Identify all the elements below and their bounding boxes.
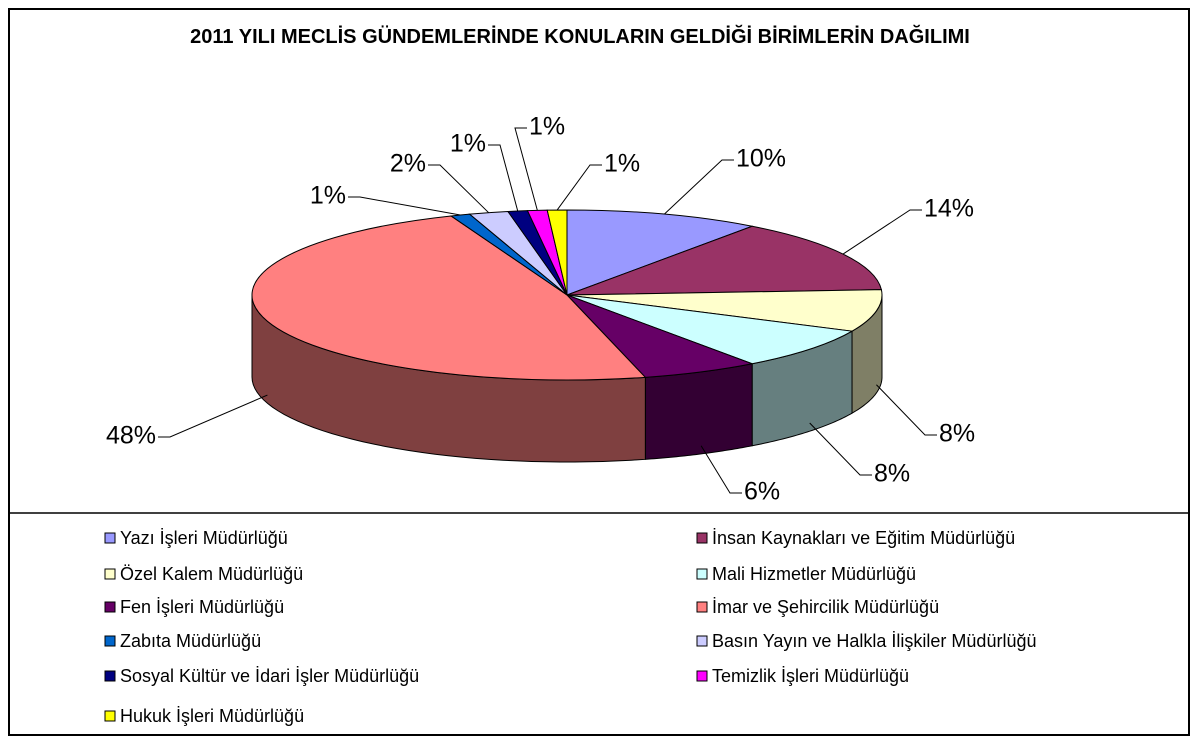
- data-label: 48%: [106, 422, 156, 450]
- slice: [566, 209, 754, 296]
- legend-swatch: [104, 635, 116, 647]
- leader-line: [158, 394, 268, 438]
- data-label: 10%: [736, 145, 786, 173]
- leader-line: [809, 422, 872, 476]
- leader-line: [663, 159, 734, 215]
- leader-line: [488, 144, 519, 212]
- legend-label: Yazı İşleri Müdürlüğü: [120, 528, 288, 548]
- slice: [566, 294, 854, 365]
- legend-swatch: [696, 601, 708, 613]
- data-label: 14%: [924, 195, 974, 223]
- legend-swatch: [104, 532, 116, 544]
- legend-label: Mali Hizmetler Müdürlüğü: [712, 564, 916, 584]
- slice-side: [644, 363, 753, 460]
- data-label: 8%: [874, 460, 910, 488]
- legend-label: İnsan Kaynakları ve Eğitim Müdürlüğü: [712, 528, 1015, 548]
- legend-label: Zabıta Müdürlüğü: [120, 631, 261, 651]
- legend-swatch: [104, 710, 116, 722]
- legend-swatch: [696, 635, 708, 647]
- legend-swatch: [696, 670, 708, 682]
- data-label: 1%: [529, 113, 565, 141]
- slice: [546, 209, 568, 296]
- legend-label: Temizlik İşleri Müdürlüğü: [712, 666, 909, 686]
- data-label: 1%: [450, 130, 486, 158]
- slice: [251, 215, 647, 381]
- data-label: 8%: [939, 420, 975, 448]
- legend-swatch: [104, 601, 116, 613]
- legend-label: Özel Kalem Müdürlüğü: [120, 564, 303, 584]
- legend-label: İmar ve Şehircilik Müdürlüğü: [712, 597, 939, 617]
- leader-line: [842, 209, 922, 255]
- slice: [566, 289, 883, 332]
- leader-line: [876, 384, 937, 436]
- legend-label: Sosyal Kültür ve İdari İşler Müdürlüğü: [120, 666, 419, 686]
- slice: [566, 225, 883, 296]
- leader-line: [514, 127, 538, 211]
- legend-swatch: [696, 568, 708, 580]
- leader-line: [428, 164, 490, 214]
- data-label: 6%: [744, 478, 780, 506]
- legend-swatch: [696, 532, 708, 544]
- legend-label: Hukuk İşleri Müdürlüğü: [120, 706, 304, 726]
- leader-line: [348, 196, 461, 216]
- leader-line: [700, 445, 742, 494]
- slice: [566, 294, 754, 378]
- legend-label: Fen İşleri Müdürlüğü: [120, 597, 284, 617]
- leader-line: [556, 164, 602, 211]
- chart-title: 2011 YILI MECLİS GÜNDEMLERİNDE KONULARIN…: [190, 26, 970, 48]
- legend-swatch: [104, 568, 116, 580]
- legend-label: Basın Yayın ve Halkla İlişkiler Müdürlüğ…: [712, 631, 1036, 651]
- data-label: 2%: [390, 150, 426, 178]
- legend-swatch: [104, 670, 116, 682]
- data-label: 1%: [604, 150, 640, 178]
- data-label: 1%: [310, 182, 346, 210]
